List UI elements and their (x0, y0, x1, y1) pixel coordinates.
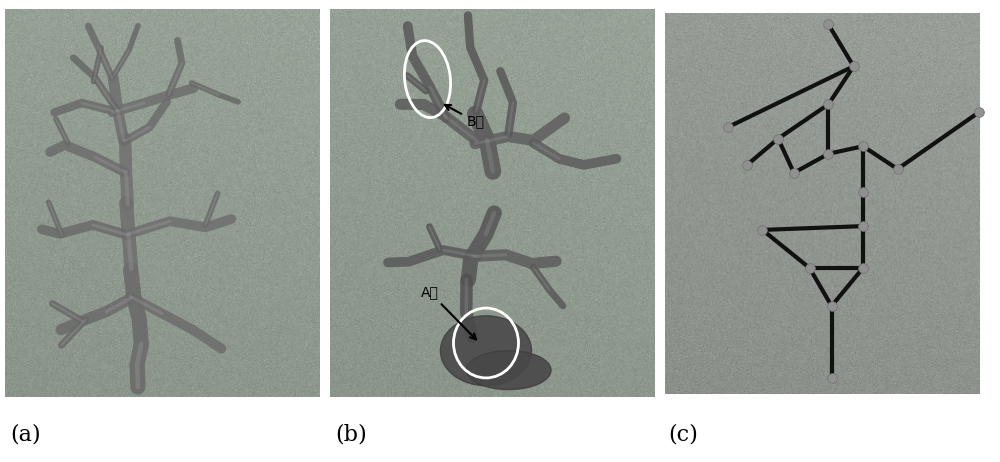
Text: A段: A段 (421, 286, 476, 340)
Text: (b): (b) (335, 423, 367, 445)
Text: (a): (a) (10, 423, 41, 445)
Text: (c): (c) (668, 423, 698, 445)
Ellipse shape (466, 351, 551, 389)
Ellipse shape (440, 316, 532, 386)
Text: B段: B段 (445, 105, 484, 128)
